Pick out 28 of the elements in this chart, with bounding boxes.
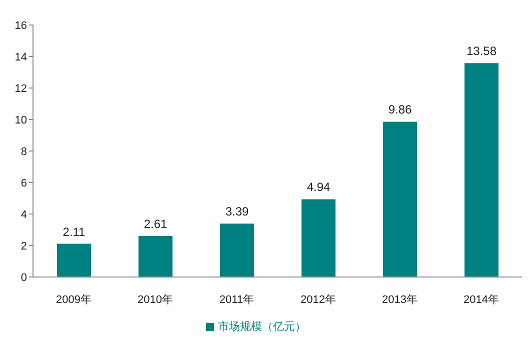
bar	[302, 199, 336, 277]
y-tick-label: 2	[20, 240, 27, 252]
data-label: 2.11	[62, 224, 86, 239]
y-tick-label: 6	[20, 177, 27, 190]
x-tick-label: 2010年	[138, 294, 173, 306]
data-label: 9.86	[388, 102, 412, 117]
x-tick-label: 2009年	[56, 294, 92, 306]
y-tick-label: 12	[14, 82, 27, 95]
x-tick-label: 2011年	[219, 294, 254, 306]
bar	[220, 224, 254, 277]
data-label: 2.61	[144, 216, 168, 231]
y-tick-label: 16	[14, 20, 27, 32]
bar	[383, 122, 417, 277]
x-tick-label: 2012年	[300, 294, 336, 306]
data-label: 3.39	[225, 204, 249, 219]
x-tick-label: 2013年	[382, 294, 418, 306]
y-tick-label: 8	[20, 146, 27, 158]
data-label: 4.94	[306, 180, 330, 194]
y-tick-label: 10	[14, 114, 27, 126]
bar	[57, 244, 91, 277]
bar	[464, 63, 498, 277]
data-label: 13.58	[466, 44, 497, 58]
y-tick-label: 0	[20, 272, 27, 284]
y-tick-label: 14	[14, 51, 27, 64]
x-tick-label: 2014年	[464, 294, 499, 306]
legend-label: 市场规模（亿元）	[218, 321, 306, 333]
bar	[138, 236, 172, 277]
y-tick-label: 4	[20, 208, 27, 221]
